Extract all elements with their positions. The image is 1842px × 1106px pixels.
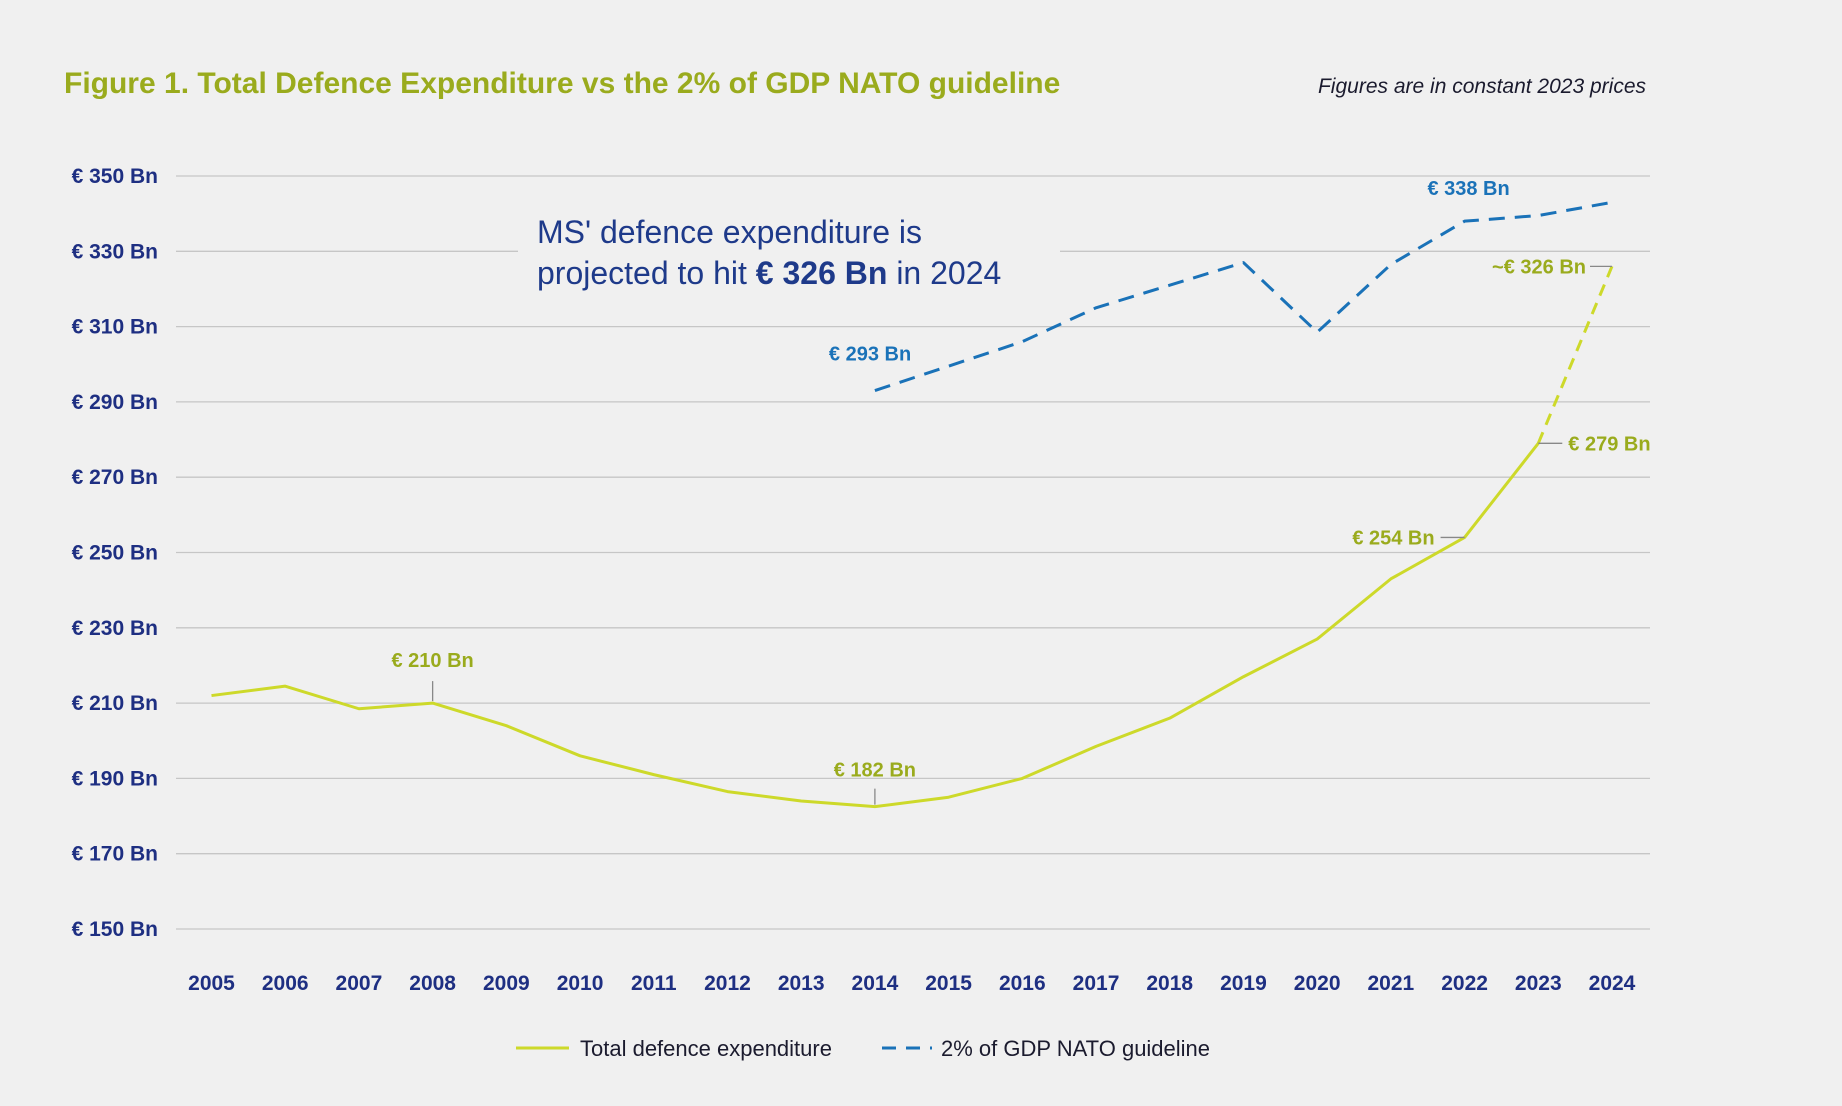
x-tick-label: 2011 — [631, 972, 677, 995]
x-tick-label: 2012 — [704, 972, 751, 995]
y-tick-label: € 150 Bn — [72, 918, 158, 941]
x-tick-label: 2022 — [1441, 972, 1488, 995]
data-label: € 293 Bn — [829, 344, 911, 366]
x-tick-label: 2007 — [336, 972, 383, 995]
series-nato-line — [874, 200, 1613, 393]
y-tick-label: € 330 Bn — [72, 240, 158, 263]
y-tick-label: € 270 Bn — [72, 466, 158, 489]
x-tick-label: 2018 — [1146, 972, 1193, 995]
x-tick-label: 2013 — [778, 972, 825, 995]
data-label: € 210 Bn — [391, 650, 473, 672]
annotation-line-2: projected to hit € 326 Bn in 2024 — [537, 255, 1001, 291]
data-label: € 279 Bn — [1568, 433, 1650, 455]
x-tick-label: 2008 — [409, 972, 456, 995]
x-tick-label: 2024 — [1589, 972, 1636, 995]
x-tick-label: 2015 — [925, 972, 972, 995]
annotation-line-2-prefix: projected to hit — [537, 255, 756, 291]
y-tick-label: € 230 Bn — [72, 617, 158, 640]
x-tick-label: 2006 — [262, 972, 309, 995]
annotation-line-1: MS' defence expenditure is — [537, 214, 922, 250]
annotation-line-2-suffix: in 2024 — [887, 255, 1001, 291]
y-tick-label: € 210 Bn — [72, 692, 158, 715]
data-label: ~€ 326 Bn — [1492, 256, 1586, 278]
legend-label-nato: 2% of GDP NATO guideline — [941, 1036, 1210, 1061]
x-axis-ticks: 2005 2006 2007 2008 2009 2010 2011 2012 2013 2014… — [188, 972, 1636, 995]
series-lines — [211, 200, 1614, 809]
x-tick-label: 2019 — [1220, 972, 1267, 995]
y-tick-label: € 350 Bn — [72, 165, 158, 188]
y-tick-label: € 250 Bn — [72, 542, 158, 565]
data-labels: € 210 Bn € 182 Bn € 254 Bn € 279 Bn ~€ 326 B… — [391, 178, 1651, 805]
series-total-line — [211, 442, 1540, 809]
x-tick-label: 2016 — [999, 972, 1046, 995]
chart-title: Figure 1. Total Defence Expenditure vs t… — [64, 67, 1060, 100]
legend: Total defence expenditure 2% of GDP NATO… — [516, 1036, 1210, 1061]
chart-subtitle: Figures are in constant 2023 prices — [1318, 75, 1647, 98]
y-tick-label: € 310 Bn — [72, 316, 158, 339]
x-tick-label: 2023 — [1515, 972, 1562, 995]
y-axis-ticks: € 350 Bn € 330 Bn € 310 Bn € 290 Bn € 270 Bn… — [72, 165, 158, 941]
y-tick-label: € 190 Bn — [72, 767, 158, 790]
y-tick-label: € 290 Bn — [72, 391, 158, 414]
annotation-background — [518, 206, 1060, 302]
data-label: € 182 Bn — [834, 760, 916, 782]
legend-label-total: Total defence expenditure — [580, 1036, 832, 1061]
grid-lines — [176, 175, 1650, 930]
data-label: € 254 Bn — [1352, 527, 1434, 549]
y-tick-label: € 170 Bn — [72, 843, 158, 866]
x-tick-label: 2009 — [483, 972, 530, 995]
x-tick-label: 2021 — [1368, 972, 1415, 995]
x-tick-label: 2010 — [557, 972, 604, 995]
x-tick-label: 2017 — [1073, 972, 1120, 995]
x-tick-label: 2020 — [1294, 972, 1341, 995]
annotation-line-2-bold: € 326 Bn — [756, 255, 888, 291]
series-total-projection — [1536, 265, 1614, 444]
x-tick-label: 2005 — [188, 972, 235, 995]
data-label: € 338 Bn — [1427, 178, 1509, 200]
x-tick-label: 2014 — [852, 972, 899, 995]
